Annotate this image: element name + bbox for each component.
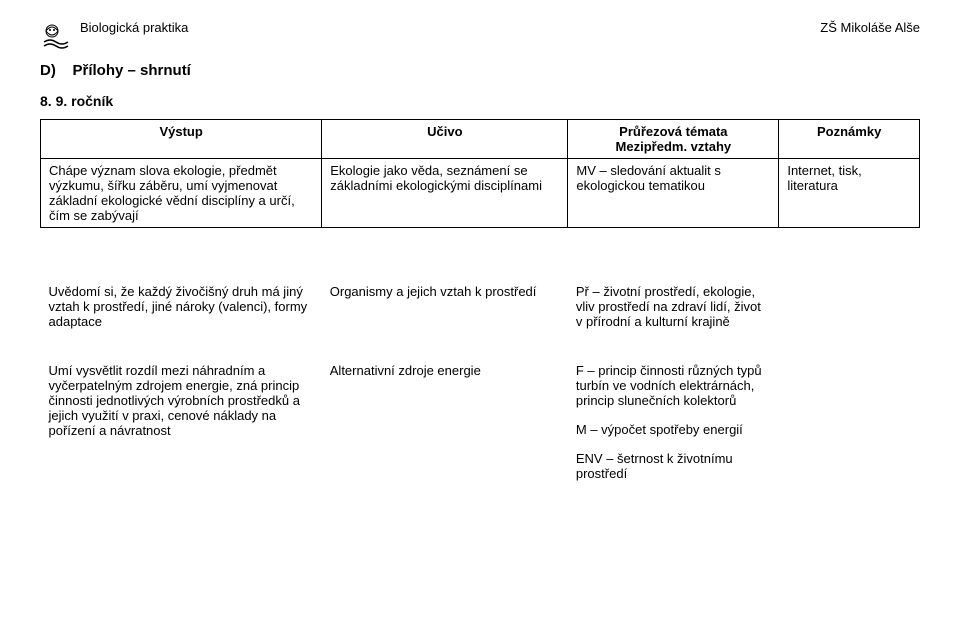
col-header-prurez-line1: Průřezová témata xyxy=(619,124,727,139)
header-left: Biologická praktika xyxy=(80,20,820,35)
section-heading: D) Přílohy – shrnutí xyxy=(40,62,920,79)
cell-prurez: MV – sledování aktualit s ekologickou te… xyxy=(568,159,779,228)
cell-vystup: Umí vysvětlit rozdíl mezi náhradním a vy… xyxy=(41,359,322,493)
table-row: Chápe význam slova ekologie, předmět výz… xyxy=(41,159,920,228)
cell-poznamky xyxy=(779,280,920,333)
curriculum-table: Výstup Učivo Průřezová témata Mezipředm.… xyxy=(40,119,920,493)
school-logo-icon xyxy=(40,20,72,52)
cell-vystup: Chápe význam slova ekologie, předmět výz… xyxy=(41,159,322,228)
cell-vystup: Uvědomí si, že každý živočišný druh má j… xyxy=(41,280,322,333)
col-header-poznamky: Poznámky xyxy=(779,120,920,159)
prurez-block: ENV – šetrnost k životnímu prostředí xyxy=(576,451,771,481)
col-header-ucivo: Učivo xyxy=(322,120,568,159)
header-right: ZŠ Mikoláše Alše xyxy=(820,20,920,35)
cell-prurez: F – princip činnosti různých typů turbín… xyxy=(568,359,779,493)
table-header-row: Výstup Učivo Průřezová témata Mezipředm.… xyxy=(41,120,920,159)
prurez-block: F – princip činnosti různých typů turbín… xyxy=(576,363,771,408)
section-title-text: Přílohy – shrnutí xyxy=(73,62,191,79)
table-row: Umí vysvětlit rozdíl mezi náhradním a vy… xyxy=(41,359,920,493)
cell-prurez: Př – životní prostředí, ekologie, vliv p… xyxy=(568,280,779,333)
cell-poznamky xyxy=(779,359,920,493)
table-row: Uvědomí si, že každý živočišný druh má j… xyxy=(41,280,920,333)
cell-poznamky: Internet, tisk, literatura xyxy=(779,159,920,228)
page-header: Biologická praktika ZŠ Mikoláše Alše xyxy=(40,20,920,52)
cell-ucivo: Organismy a jejich vztah k prostředí xyxy=(322,280,568,333)
cell-ucivo: Alternativní zdroje energie xyxy=(322,359,568,493)
grade-label: 8. 9. ročník xyxy=(40,93,920,109)
col-header-vystup: Výstup xyxy=(41,120,322,159)
col-header-prurez-line2: Mezipředm. vztahy xyxy=(616,139,732,154)
cell-ucivo: Ekologie jako věda, seznámení se základn… xyxy=(322,159,568,228)
col-header-prurez: Průřezová témata Mezipředm. vztahy xyxy=(568,120,779,159)
prurez-block: M – výpočet spotřeby energií xyxy=(576,422,771,437)
section-label: D) xyxy=(40,62,56,79)
